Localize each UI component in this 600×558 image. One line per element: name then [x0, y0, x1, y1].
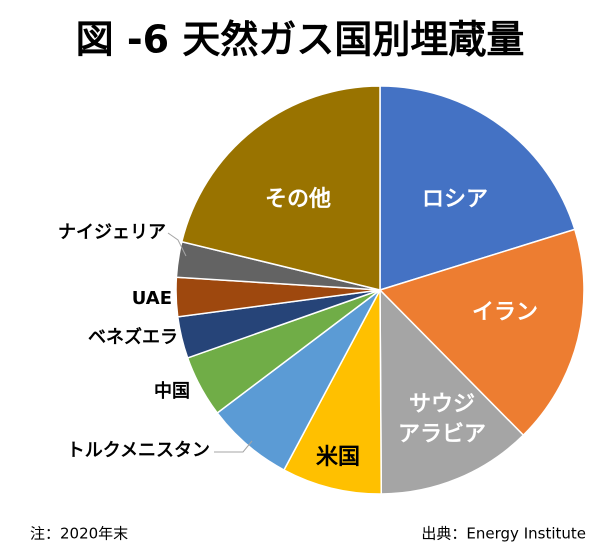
- slice-label: UAE: [132, 288, 172, 309]
- note: 注：2020年末: [30, 525, 128, 543]
- source: 出典：Energy Institute: [421, 525, 586, 543]
- pie-slice: [379, 288, 525, 495]
- slice-label: トルクメニスタン: [67, 440, 210, 461]
- slice-label: イラン: [472, 300, 538, 325]
- slice-label: 中国: [154, 380, 190, 402]
- slice-label: その他: [265, 187, 331, 212]
- pie-slice: [180, 85, 381, 291]
- slice-label: サウジアラビア: [398, 392, 486, 447]
- pie-slice: [379, 85, 576, 292]
- leader-line: [214, 440, 253, 453]
- pie-slice: [378, 228, 585, 437]
- chart-title: 図 -6 天然ガス国別埋蔵量: [76, 18, 525, 62]
- slice-label: ナイジェリア: [58, 222, 166, 243]
- slice-label: 米国: [316, 445, 360, 470]
- slice-label: ベネズエラ: [88, 326, 178, 348]
- slice-label: ロシア: [422, 187, 488, 212]
- leader-line: [167, 232, 187, 257]
- pie-slice: [282, 289, 383, 495]
